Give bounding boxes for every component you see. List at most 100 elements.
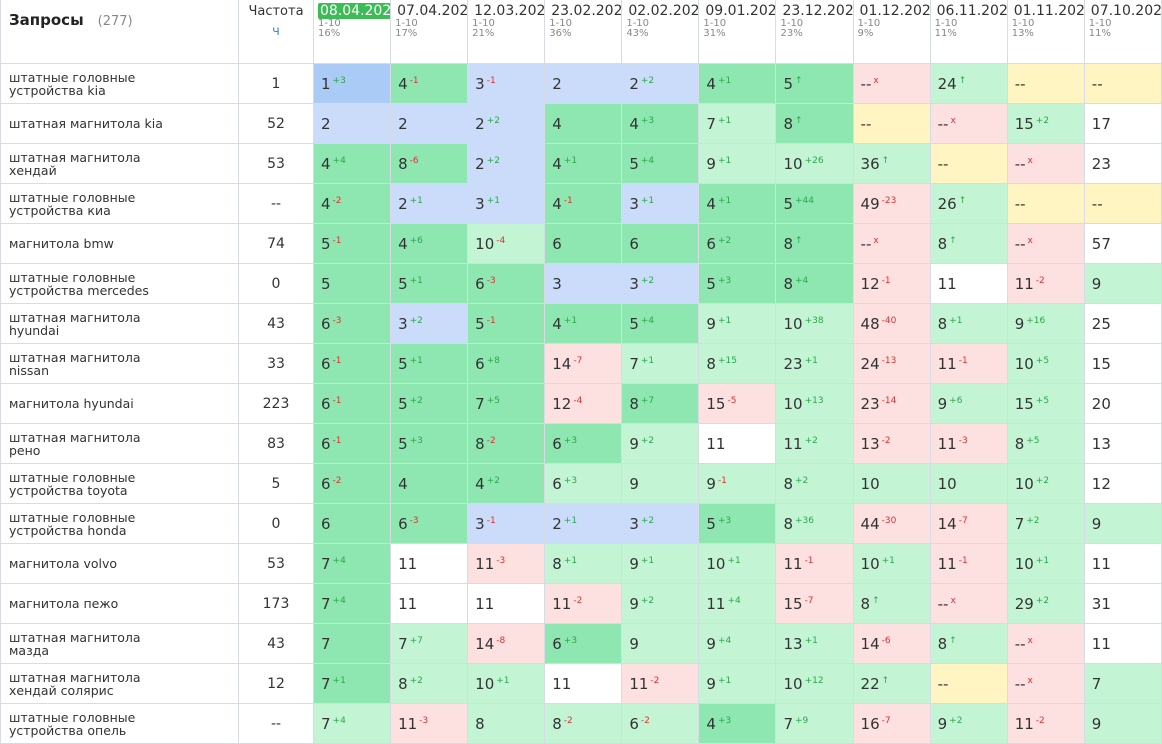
position-cell[interactable]: 25 (1083, 303, 1162, 344)
position-cell[interactable]: 8 +2 (390, 663, 469, 704)
position-cell[interactable]: 2 (390, 103, 469, 144)
position-cell[interactable]: 8 +15 (698, 343, 777, 384)
position-cell[interactable]: -- (1083, 63, 1162, 104)
query-header[interactable]: Запросы (277) (0, 0, 239, 64)
position-cell[interactable]: 11 (929, 263, 1008, 304)
position-cell[interactable]: 6 (544, 223, 623, 264)
position-cell[interactable]: 9 -1 (698, 463, 777, 504)
freq-unit[interactable]: ч (272, 24, 280, 39)
query[interactable]: штатная магнитола kia (9, 116, 163, 131)
position-cell[interactable]: 6 +3 (544, 463, 623, 504)
position-cell[interactable]: 48 -40 (852, 303, 931, 344)
position-cell[interactable]: 2 +2 (621, 63, 700, 104)
position-cell[interactable]: 11 (544, 663, 623, 704)
position-cell[interactable]: 9 +6 (929, 383, 1008, 424)
query[interactable]: штатная магнитола рено (9, 429, 141, 458)
position-cell[interactable]: 6 +8 (467, 343, 546, 384)
position-cell[interactable]: 11 +4 (698, 583, 777, 624)
position-cell[interactable]: -- x (1006, 623, 1085, 664)
position-cell[interactable]: 23 -14 (852, 383, 931, 424)
query[interactable]: магнитола пежо (9, 596, 119, 611)
position-cell[interactable]: 11 -1 (929, 343, 1008, 384)
position-cell[interactable]: 11 -2 (621, 663, 700, 704)
query[interactable]: штатные головные устройства honda (9, 509, 136, 538)
position-cell[interactable]: -- (1006, 63, 1085, 104)
position-cell[interactable]: 11 (1083, 543, 1162, 584)
position-cell[interactable]: 10 +1 (1006, 543, 1085, 584)
position-cell[interactable]: 8 +1 (929, 303, 1008, 344)
date-header[interactable]: 01.12.20251-109% (852, 0, 931, 64)
position-cell[interactable]: 11 (390, 543, 469, 584)
position-cell[interactable]: 11 -1 (929, 543, 1008, 584)
position-cell[interactable]: 36 ↑ (852, 143, 931, 184)
position-cell[interactable]: 8 +2 (775, 463, 854, 504)
position-cell[interactable]: 17 (1083, 103, 1162, 144)
position-cell[interactable]: 5 +1 (390, 343, 469, 384)
position-cell[interactable]: 3 +2 (621, 263, 700, 304)
position-cell[interactable]: -- x (852, 63, 931, 104)
query[interactable]: штатные головные устройства mercedes (9, 269, 149, 298)
position-cell[interactable]: 8 +4 (775, 263, 854, 304)
position-cell[interactable]: 15 +2 (1006, 103, 1085, 144)
query[interactable]: магнитола volvo (9, 556, 118, 571)
position-cell[interactable]: 11 -2 (1006, 703, 1085, 744)
position-cell[interactable]: 6 +3 (544, 423, 623, 464)
position-cell[interactable]: 8 ↑ (852, 583, 931, 624)
position-cell[interactable]: 8 -6 (390, 143, 469, 184)
position-cell[interactable]: 4 -1 (390, 63, 469, 104)
position-cell[interactable]: 5 +3 (698, 263, 777, 304)
position-cell[interactable]: 10 +2 (1006, 463, 1085, 504)
position-cell[interactable]: 10 +5 (1006, 343, 1085, 384)
position-cell[interactable]: 5 -1 (467, 303, 546, 344)
position-cell[interactable]: 4 +3 (621, 103, 700, 144)
position-cell[interactable]: 6 -1 (312, 383, 392, 424)
query[interactable]: магнитола bmw (9, 236, 114, 251)
position-cell[interactable]: 8 (467, 703, 546, 744)
position-cell[interactable]: 7 +2 (1006, 503, 1085, 544)
position-cell[interactable]: 4 +6 (390, 223, 469, 264)
position-cell[interactable]: 2 (544, 63, 623, 104)
position-cell[interactable]: 13 +1 (775, 623, 854, 664)
position-cell[interactable]: 7 (1083, 663, 1162, 704)
position-cell[interactable]: 5 ↑ (775, 63, 854, 104)
position-cell[interactable]: 6 -1 (312, 343, 392, 384)
position-cell[interactable]: 6 -3 (467, 263, 546, 304)
position-cell[interactable]: 7 +4 (312, 543, 392, 584)
position-cell[interactable]: 9 +2 (621, 583, 700, 624)
position-cell[interactable]: 7 +4 (312, 583, 392, 624)
position-cell[interactable]: 15 -5 (698, 383, 777, 424)
query[interactable]: штатная магнитола хендай (9, 149, 141, 178)
query[interactable]: штатные головные устройства kia (9, 69, 136, 98)
query[interactable]: магнитола hyundai (9, 396, 134, 411)
position-cell[interactable]: 4 +1 (544, 303, 623, 344)
position-cell[interactable]: 22 ↑ (852, 663, 931, 704)
position-cell[interactable]: 4 -2 (312, 183, 392, 224)
position-cell[interactable]: 5 +1 (390, 263, 469, 304)
position-cell[interactable]: -- x (1006, 663, 1085, 704)
position-cell[interactable]: 3 -1 (467, 63, 546, 104)
position-cell[interactable]: 9 (1083, 703, 1162, 744)
position-cell[interactable]: 11 +2 (775, 423, 854, 464)
position-cell[interactable]: 16 -7 (852, 703, 931, 744)
query[interactable]: штатная магнитола хендай солярис (9, 669, 141, 698)
position-cell[interactable]: 8 -2 (467, 423, 546, 464)
position-cell[interactable]: 5 +3 (698, 503, 777, 544)
position-cell[interactable]: 11 (1083, 623, 1162, 664)
position-cell[interactable]: 31 (1083, 583, 1162, 624)
position-cell[interactable]: 10 (929, 463, 1008, 504)
position-cell[interactable]: 14 -6 (852, 623, 931, 664)
position-cell[interactable]: 7 +7 (390, 623, 469, 664)
position-cell[interactable]: 15 +5 (1006, 383, 1085, 424)
position-cell[interactable]: 4 +1 (544, 143, 623, 184)
position-cell[interactable]: 8 ↑ (775, 223, 854, 264)
position-cell[interactable]: 4 +1 (698, 183, 777, 224)
position-cell[interactable]: 9 (1083, 263, 1162, 304)
position-cell[interactable]: 3 (544, 263, 623, 304)
